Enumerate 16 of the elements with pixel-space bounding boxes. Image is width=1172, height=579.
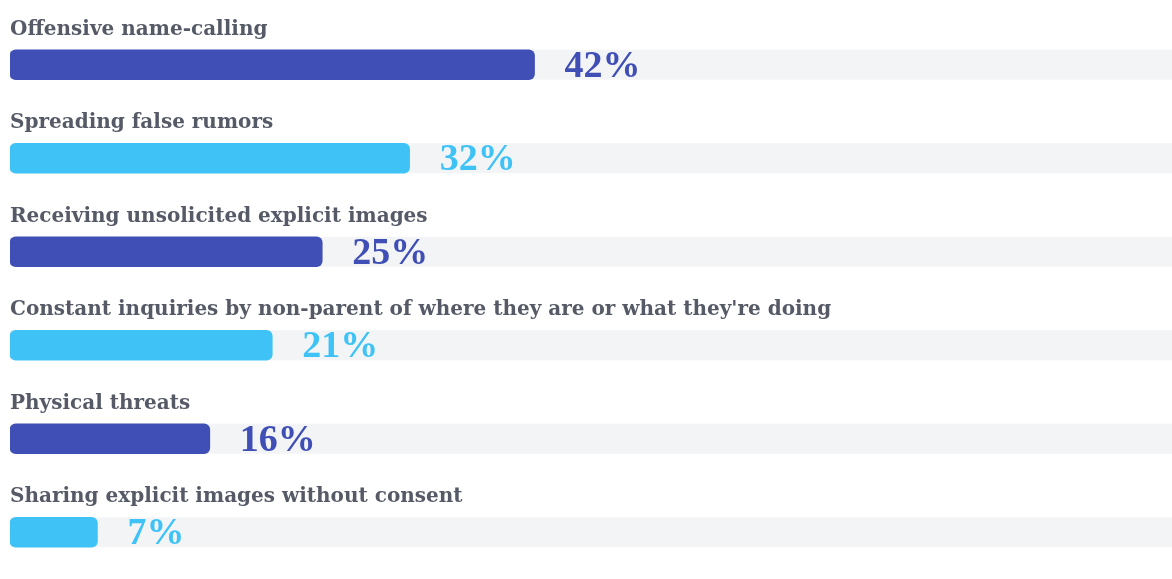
- y-tick-label: Receiving unsolicited explicit images: [10, 202, 428, 227]
- bar: [10, 236, 323, 268]
- bar: [10, 423, 211, 455]
- y-tick-label: Physical threats: [10, 389, 191, 414]
- y-tick-label: Sharing explicit images without consent: [10, 483, 464, 508]
- data-label: 7%: [127, 510, 185, 553]
- data-label: 21%: [302, 323, 379, 366]
- y-tick-label: Offensive name-calling: [10, 15, 268, 40]
- bar: [10, 516, 98, 548]
- data-label: 16%: [239, 416, 316, 459]
- y-tick-label: Constant inquiries by non-parent of where they are or what they're doing: [10, 296, 832, 321]
- data-label: 42%: [564, 42, 641, 85]
- data-label: 25%: [352, 229, 429, 272]
- bar: [10, 329, 273, 361]
- data-label: 32%: [439, 136, 516, 179]
- y-tick-label: Spreading false rumors: [10, 109, 274, 134]
